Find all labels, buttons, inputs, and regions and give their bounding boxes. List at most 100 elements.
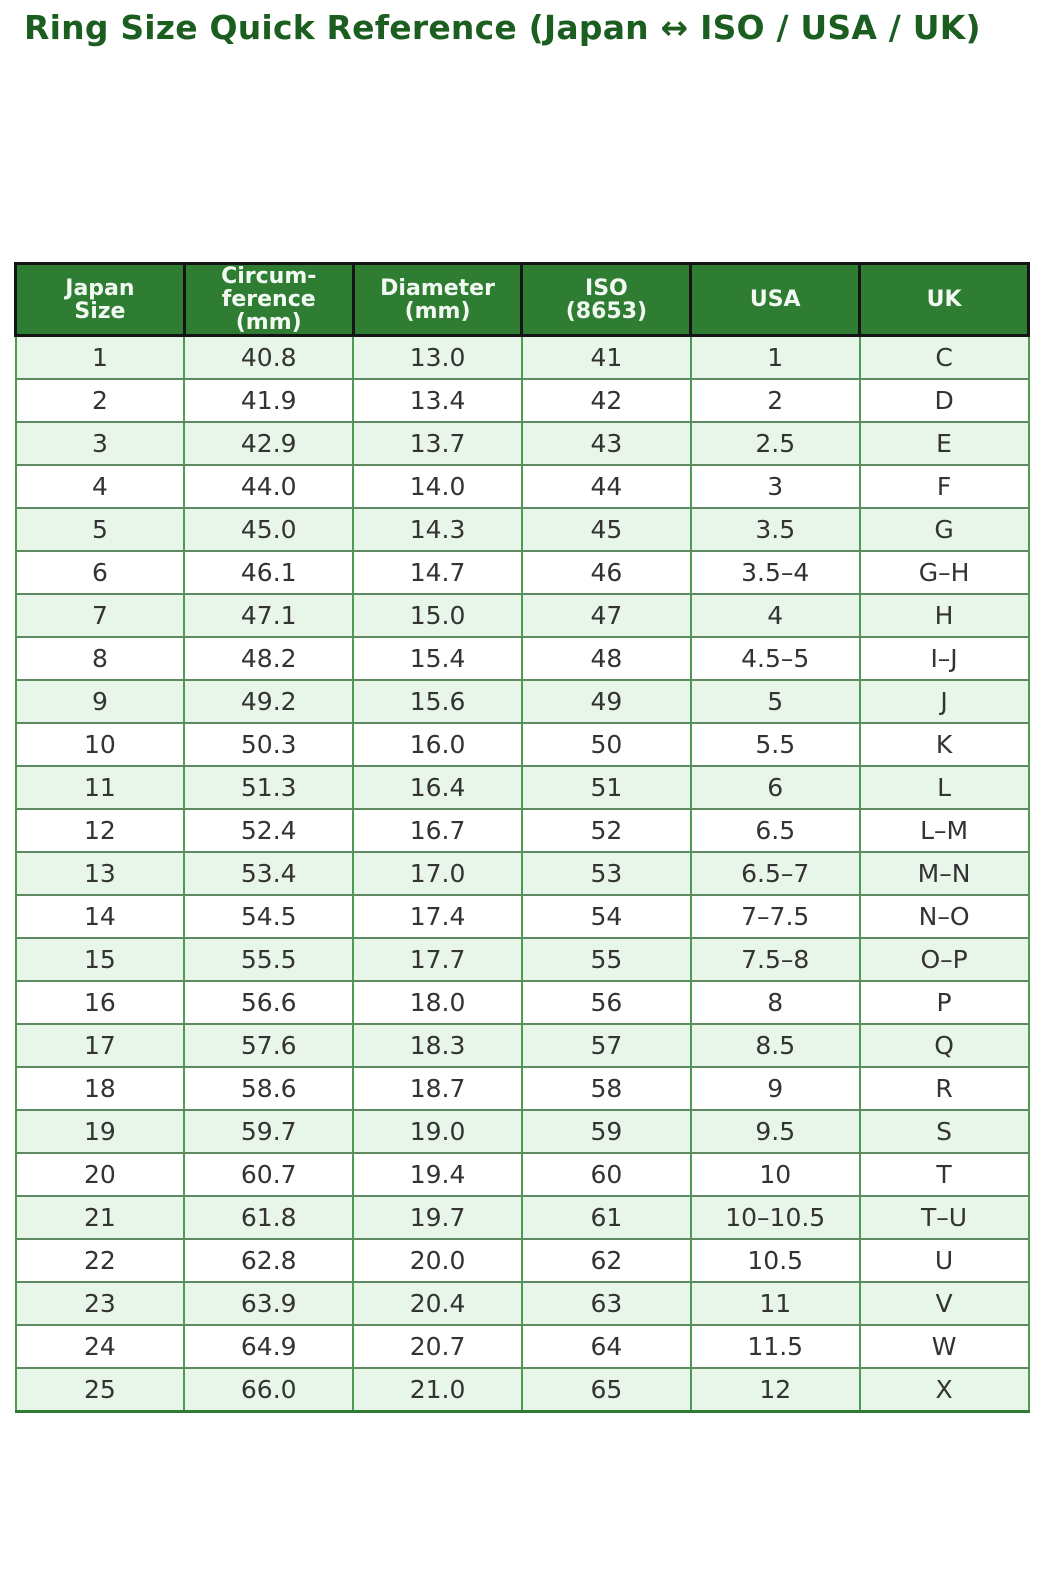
table-cell-diameter-mm: 16.7 xyxy=(352,808,523,853)
table-cell-uk: O–P xyxy=(858,937,1030,982)
table-cell-circumference-mm: 57.6 xyxy=(183,1023,355,1068)
ring-size-table: Japan Size Circum-ference (mm) Diameter (mm) I… xyxy=(14,262,1030,1413)
table-cell-uk: V xyxy=(858,1281,1030,1326)
table-cell-usa: 10.5 xyxy=(689,1238,861,1283)
table-cell-diameter-mm: 19.4 xyxy=(352,1152,523,1197)
column-header-line: (mm) xyxy=(404,298,471,324)
table-cell-usa: 6 xyxy=(689,765,861,810)
table-cell-circumference-mm: 64.9 xyxy=(183,1324,355,1369)
column-header-circumference-mm: Circum-ference (mm) xyxy=(182,262,355,337)
table-cell-iso-8653: 65 xyxy=(520,1367,692,1413)
table-cell-japan-size: 9 xyxy=(14,679,186,724)
table-cell-iso-8653: 44 xyxy=(520,464,692,509)
table-cell-iso-8653: 54 xyxy=(520,894,692,939)
table-cell-usa: 5 xyxy=(689,679,861,724)
table-cell-usa: 2 xyxy=(689,378,861,423)
table-row: 2 41.9 13.4 42 2 D xyxy=(14,378,1030,423)
table-cell-iso-8653: 53 xyxy=(520,851,692,896)
table-row: 18 58.6 18.7 58 9 R xyxy=(14,1066,1030,1111)
table-cell-usa: 10–10.5 xyxy=(689,1195,861,1240)
table-cell-circumference-mm: 54.5 xyxy=(183,894,355,939)
table-cell-usa: 9.5 xyxy=(689,1109,861,1154)
table-cell-circumference-mm: 66.0 xyxy=(183,1367,355,1413)
table-cell-japan-size: 15 xyxy=(14,937,186,982)
table-cell-iso-8653: 55 xyxy=(520,937,692,982)
table-cell-japan-size: 23 xyxy=(14,1281,186,1326)
table-cell-iso-8653: 52 xyxy=(520,808,692,853)
table-cell-circumference-mm: 49.2 xyxy=(183,679,355,724)
table-cell-usa: 7–7.5 xyxy=(689,894,861,939)
table-cell-iso-8653: 64 xyxy=(520,1324,692,1369)
table-cell-iso-8653: 63 xyxy=(520,1281,692,1326)
table-cell-uk: R xyxy=(858,1066,1030,1111)
table-row: 9 49.2 15.6 49 5 J xyxy=(14,679,1030,724)
table-cell-usa: 6.5 xyxy=(689,808,861,853)
table-cell-japan-size: 16 xyxy=(14,980,186,1025)
table-cell-japan-size: 20 xyxy=(14,1152,186,1197)
column-header-uk: UK xyxy=(858,262,1030,337)
column-header-line: Diameter xyxy=(380,275,495,301)
table-cell-japan-size: 5 xyxy=(14,507,186,552)
table-cell-diameter-mm: 19.7 xyxy=(352,1195,523,1240)
table-cell-circumference-mm: 50.3 xyxy=(183,722,355,767)
table-cell-usa: 3.5–4 xyxy=(689,550,861,595)
table-row: 22 62.8 20.0 62 10.5 U xyxy=(14,1238,1030,1283)
table-cell-iso-8653: 58 xyxy=(520,1066,692,1111)
column-header-line: Circum- xyxy=(221,264,317,289)
table-cell-circumference-mm: 55.5 xyxy=(183,937,355,982)
table-cell-iso-8653: 41 xyxy=(520,334,692,380)
table-cell-diameter-mm: 14.0 xyxy=(352,464,523,509)
table-cell-iso-8653: 60 xyxy=(520,1152,692,1197)
table-row: 11 51.3 16.4 51 6 L xyxy=(14,765,1030,810)
column-header-line: UK xyxy=(926,287,962,312)
table-cell-diameter-mm: 20.4 xyxy=(352,1281,523,1326)
column-header-line: (8653) xyxy=(565,298,648,324)
table-cell-japan-size: 1 xyxy=(14,334,186,380)
table-cell-usa: 8 xyxy=(689,980,861,1025)
table-cell-usa: 7.5–8 xyxy=(689,937,861,982)
table-cell-japan-size: 17 xyxy=(14,1023,186,1068)
table-cell-diameter-mm: 13.0 xyxy=(352,334,523,380)
table-cell-uk: T xyxy=(858,1152,1030,1197)
table-cell-uk: X xyxy=(858,1367,1030,1413)
table-cell-uk: J xyxy=(858,679,1030,724)
table-cell-diameter-mm: 17.4 xyxy=(352,894,523,939)
table-cell-circumference-mm: 41.9 xyxy=(183,378,355,423)
table-cell-japan-size: 13 xyxy=(14,851,186,896)
table-cell-japan-size: 21 xyxy=(14,1195,186,1240)
table-cell-usa: 10 xyxy=(689,1152,861,1197)
table-cell-usa: 11.5 xyxy=(689,1324,861,1369)
table-row: 14 54.5 17.4 54 7–7.5 N–O xyxy=(14,894,1030,939)
table-row: 7 47.1 15.0 47 4 H xyxy=(14,593,1030,638)
table-cell-diameter-mm: 20.7 xyxy=(352,1324,523,1369)
table-cell-circumference-mm: 47.1 xyxy=(183,593,355,638)
table-cell-usa: 9 xyxy=(689,1066,861,1111)
table-cell-japan-size: 11 xyxy=(14,765,186,810)
table-cell-iso-8653: 42 xyxy=(520,378,692,423)
table-cell-iso-8653: 61 xyxy=(520,1195,692,1240)
table-cell-usa: 5.5 xyxy=(689,722,861,767)
table-cell-iso-8653: 59 xyxy=(520,1109,692,1154)
table-cell-iso-8653: 50 xyxy=(520,722,692,767)
table-cell-usa: 2.5 xyxy=(689,421,861,466)
column-header-line: USA xyxy=(749,287,801,312)
table-row: 19 59.7 19.0 59 9.5 S xyxy=(14,1109,1030,1154)
table-cell-diameter-mm: 13.7 xyxy=(352,421,523,466)
table-cell-diameter-mm: 18.7 xyxy=(352,1066,523,1111)
table-cell-japan-size: 18 xyxy=(14,1066,186,1111)
table-cell-usa: 1 xyxy=(689,334,861,380)
table-cell-japan-size: 8 xyxy=(14,636,186,681)
table-cell-diameter-mm: 21.0 xyxy=(352,1367,523,1413)
table-cell-iso-8653: 62 xyxy=(520,1238,692,1283)
table-cell-japan-size: 19 xyxy=(14,1109,186,1154)
table-cell-diameter-mm: 18.3 xyxy=(352,1023,523,1068)
table-row: 21 61.8 19.7 61 10–10.5 T–U xyxy=(14,1195,1030,1240)
table-cell-japan-size: 25 xyxy=(14,1367,186,1413)
table-cell-circumference-mm: 56.6 xyxy=(183,980,355,1025)
table-cell-uk: U xyxy=(858,1238,1030,1283)
table-cell-uk: L xyxy=(858,765,1030,810)
table-cell-uk: P xyxy=(858,980,1030,1025)
table-cell-diameter-mm: 14.7 xyxy=(352,550,523,595)
table-cell-uk: I–J xyxy=(858,636,1030,681)
